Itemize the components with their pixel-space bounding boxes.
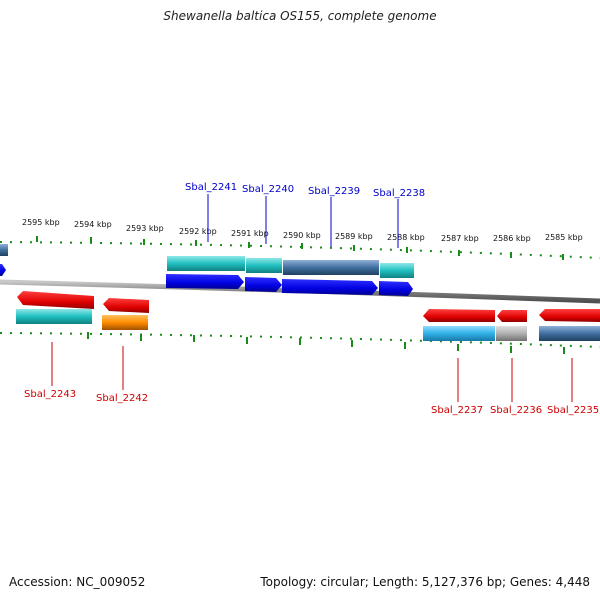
scale-label: 2589 kbp	[335, 232, 373, 241]
gene-arrow-sbal-2242[interactable]	[103, 298, 149, 313]
scale-label: 2585 kbp	[545, 233, 583, 242]
scale-label: 2593 kbp	[126, 224, 164, 233]
scale-label: 2594 kbp	[74, 220, 112, 229]
bottom-leader-lines	[51, 342, 573, 402]
forward-genes	[166, 274, 413, 296]
gene-labels-top: Sbal_2241 Sbal_2240 Sbal_2239 Sbal_2238	[185, 182, 425, 199]
edge-forward-gene[interactable]	[0, 264, 6, 276]
gene-arrow-sbal-2238[interactable]	[379, 281, 413, 296]
accession-text: Accession: NC_009052	[9, 575, 146, 589]
cds-feature[interactable]	[246, 258, 282, 273]
scale-label: 2586 kbp	[493, 234, 531, 243]
gene-label-sbal-2241[interactable]: Sbal_2241	[185, 182, 237, 193]
gene-label-sbal-2238[interactable]: Sbal_2238	[373, 188, 425, 199]
cds-feature[interactable]	[539, 326, 600, 341]
gene-arrow-sbal-2241[interactable]	[166, 274, 244, 289]
genome-summary-text: Topology: circular; Length: 5,127,376 bp…	[260, 575, 590, 589]
gene-label-sbal-2239[interactable]: Sbal_2239	[308, 186, 360, 197]
scale-label: 2587 kbp	[441, 234, 479, 243]
gene-arrow-sbal-2239[interactable]	[282, 279, 378, 295]
scale-label: 2588 kbp	[387, 233, 425, 242]
edge-feature[interactable]	[0, 244, 8, 256]
inner-major-ticks	[87, 332, 565, 354]
gene-arrow-sbal-2237[interactable]	[423, 309, 495, 322]
cds-feature[interactable]	[380, 263, 414, 278]
cds-feature[interactable]	[423, 326, 495, 341]
gene-arrow-sbal-2240[interactable]	[245, 277, 282, 292]
scale-labels: 2595 kbp 2594 kbp 2593 kbp 2592 kbp 2591…	[22, 218, 583, 243]
gene-arrow-sbal-2236[interactable]	[497, 310, 527, 322]
cds-feature[interactable]	[16, 309, 92, 324]
cds-feature[interactable]	[102, 315, 148, 330]
map-title: Shewanella baltica OS155, complete genom…	[163, 9, 437, 23]
scale-label: 2591 kbp	[231, 229, 269, 238]
outer-major-ticks	[36, 236, 564, 260]
gene-arrow-sbal-2243[interactable]	[17, 291, 94, 309]
reverse-cds-row	[16, 309, 600, 341]
outer-tick-ring	[0, 241, 600, 259]
gene-labels-bottom: Sbal_2243 Sbal_2242 Sbal_2237 Sbal_2236 …	[24, 389, 599, 416]
forward-cds-row	[167, 256, 414, 278]
inner-tick-ring	[0, 332, 600, 348]
gene-arrow-sbal-2235[interactable]	[539, 309, 600, 322]
gene-label-sbal-2243[interactable]: Sbal_2243	[24, 389, 76, 400]
scale-label: 2595 kbp	[22, 218, 60, 227]
reverse-genes	[17, 291, 600, 322]
gene-label-sbal-2237[interactable]: Sbal_2237	[431, 405, 483, 416]
gene-label-sbal-2235[interactable]: Sbal_2235	[547, 405, 599, 416]
gene-label-sbal-2242[interactable]: Sbal_2242	[96, 393, 148, 404]
top-leader-lines	[207, 194, 399, 248]
gene-label-sbal-2236[interactable]: Sbal_2236	[490, 405, 542, 416]
gene-label-sbal-2240[interactable]: Sbal_2240	[242, 184, 294, 195]
scale-label: 2590 kbp	[283, 231, 321, 240]
cds-feature[interactable]	[167, 256, 245, 271]
scale-label: 2592 kbp	[179, 227, 217, 236]
cds-feature[interactable]	[496, 326, 527, 341]
cds-feature[interactable]	[283, 260, 379, 275]
